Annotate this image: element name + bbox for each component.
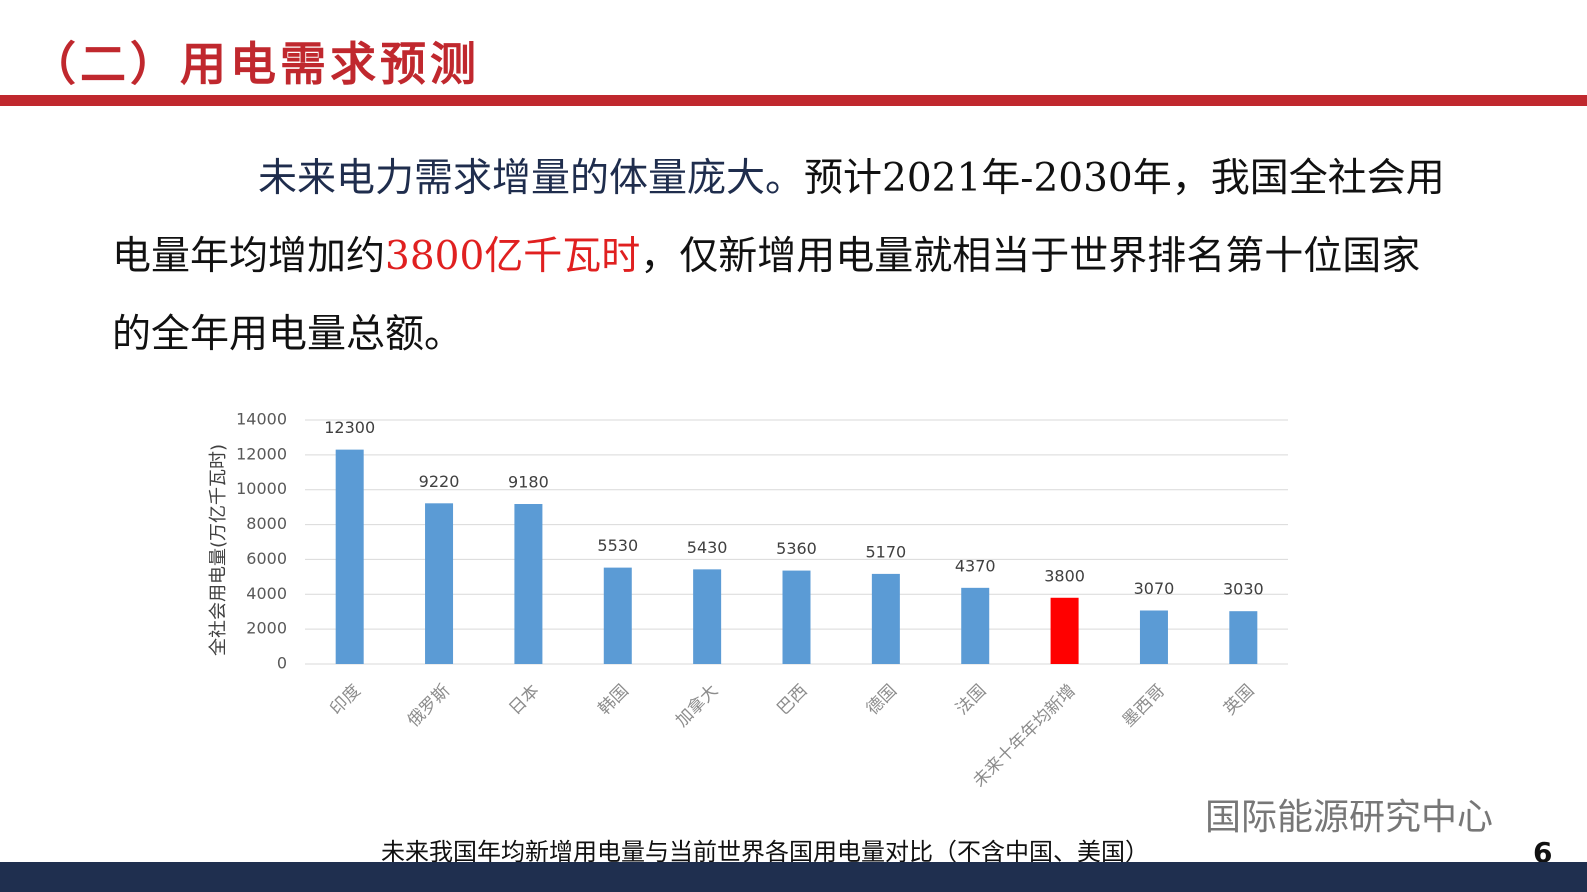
slide-title: （二）用电需求预测: [30, 37, 480, 91]
x-tick-label: 加拿大: [671, 680, 722, 731]
x-tick-label: 英国: [1220, 681, 1258, 719]
bar: [335, 449, 364, 664]
bar: [425, 503, 454, 664]
data-label: 5170: [866, 542, 907, 561]
y-tick-label: 2000: [246, 619, 287, 638]
bar: [514, 504, 543, 664]
y-tick-label: 0: [277, 654, 287, 673]
bar: [1050, 597, 1079, 664]
x-tick-label: 日本: [505, 681, 543, 719]
data-label: 12300: [324, 418, 375, 437]
bar: [603, 567, 632, 664]
x-tick-label: 墨西哥: [1119, 681, 1169, 731]
data-label: 5360: [776, 539, 817, 558]
data-label: 9220: [419, 472, 460, 491]
bar: [871, 573, 900, 664]
data-label: 3030: [1223, 580, 1264, 599]
x-tick-label: 印度: [327, 681, 365, 719]
y-tick-label: 4000: [246, 584, 287, 603]
data-label: 3070: [1134, 579, 1175, 598]
paragraph: 未来电力需求增量的体量庞大。预计2021年-2030年，我国全社会用电量年均增加…: [112, 140, 1457, 374]
y-tick-label: 6000: [246, 549, 287, 568]
bar: [961, 587, 990, 664]
data-label: 5530: [597, 536, 638, 555]
body-text: ，仅新增用电量就相当于世界排名第十位国家的全年用电量总额。: [112, 234, 1421, 357]
x-tick-label: 韩国: [595, 681, 633, 719]
bar: [693, 569, 722, 664]
x-tick-label: 德国: [863, 681, 901, 719]
x-tick-label: 巴西: [773, 681, 811, 719]
x-tick-label: 法国: [952, 681, 990, 719]
x-tick-label: 俄罗斯: [404, 681, 454, 731]
data-label: 4370: [955, 556, 996, 575]
y-tick-label: 10000: [236, 479, 287, 498]
lead-text: 未来电力需求增量的体量庞大。: [258, 156, 805, 201]
bar: [1139, 610, 1168, 664]
y-tick-label: 14000: [236, 410, 287, 429]
page-number: 6: [1533, 836, 1553, 869]
data-label: 3800: [1044, 566, 1085, 585]
y-tick-label: 12000: [236, 444, 287, 463]
y-axis-label: 全社会用电量(万亿千瓦时): [208, 444, 229, 656]
watermark: 国际能源研究中心: [1205, 797, 1494, 838]
bar: [1229, 611, 1258, 664]
title-rule: [0, 95, 1587, 106]
chart-caption: 未来我国年均新增用电量与当前世界各国用电量对比（不含中国、美国）: [381, 838, 1149, 866]
y-tick-label: 8000: [246, 514, 287, 533]
footer-bar: [0, 862, 1587, 892]
bar: [782, 570, 811, 664]
body-text: 预计2021年-2030年，我国全社会用电量年均增加约: [112, 156, 1445, 279]
data-label: 5430: [687, 538, 728, 557]
data-label: 9180: [508, 473, 549, 492]
highlight-text: 3800亿千瓦时: [385, 234, 641, 279]
